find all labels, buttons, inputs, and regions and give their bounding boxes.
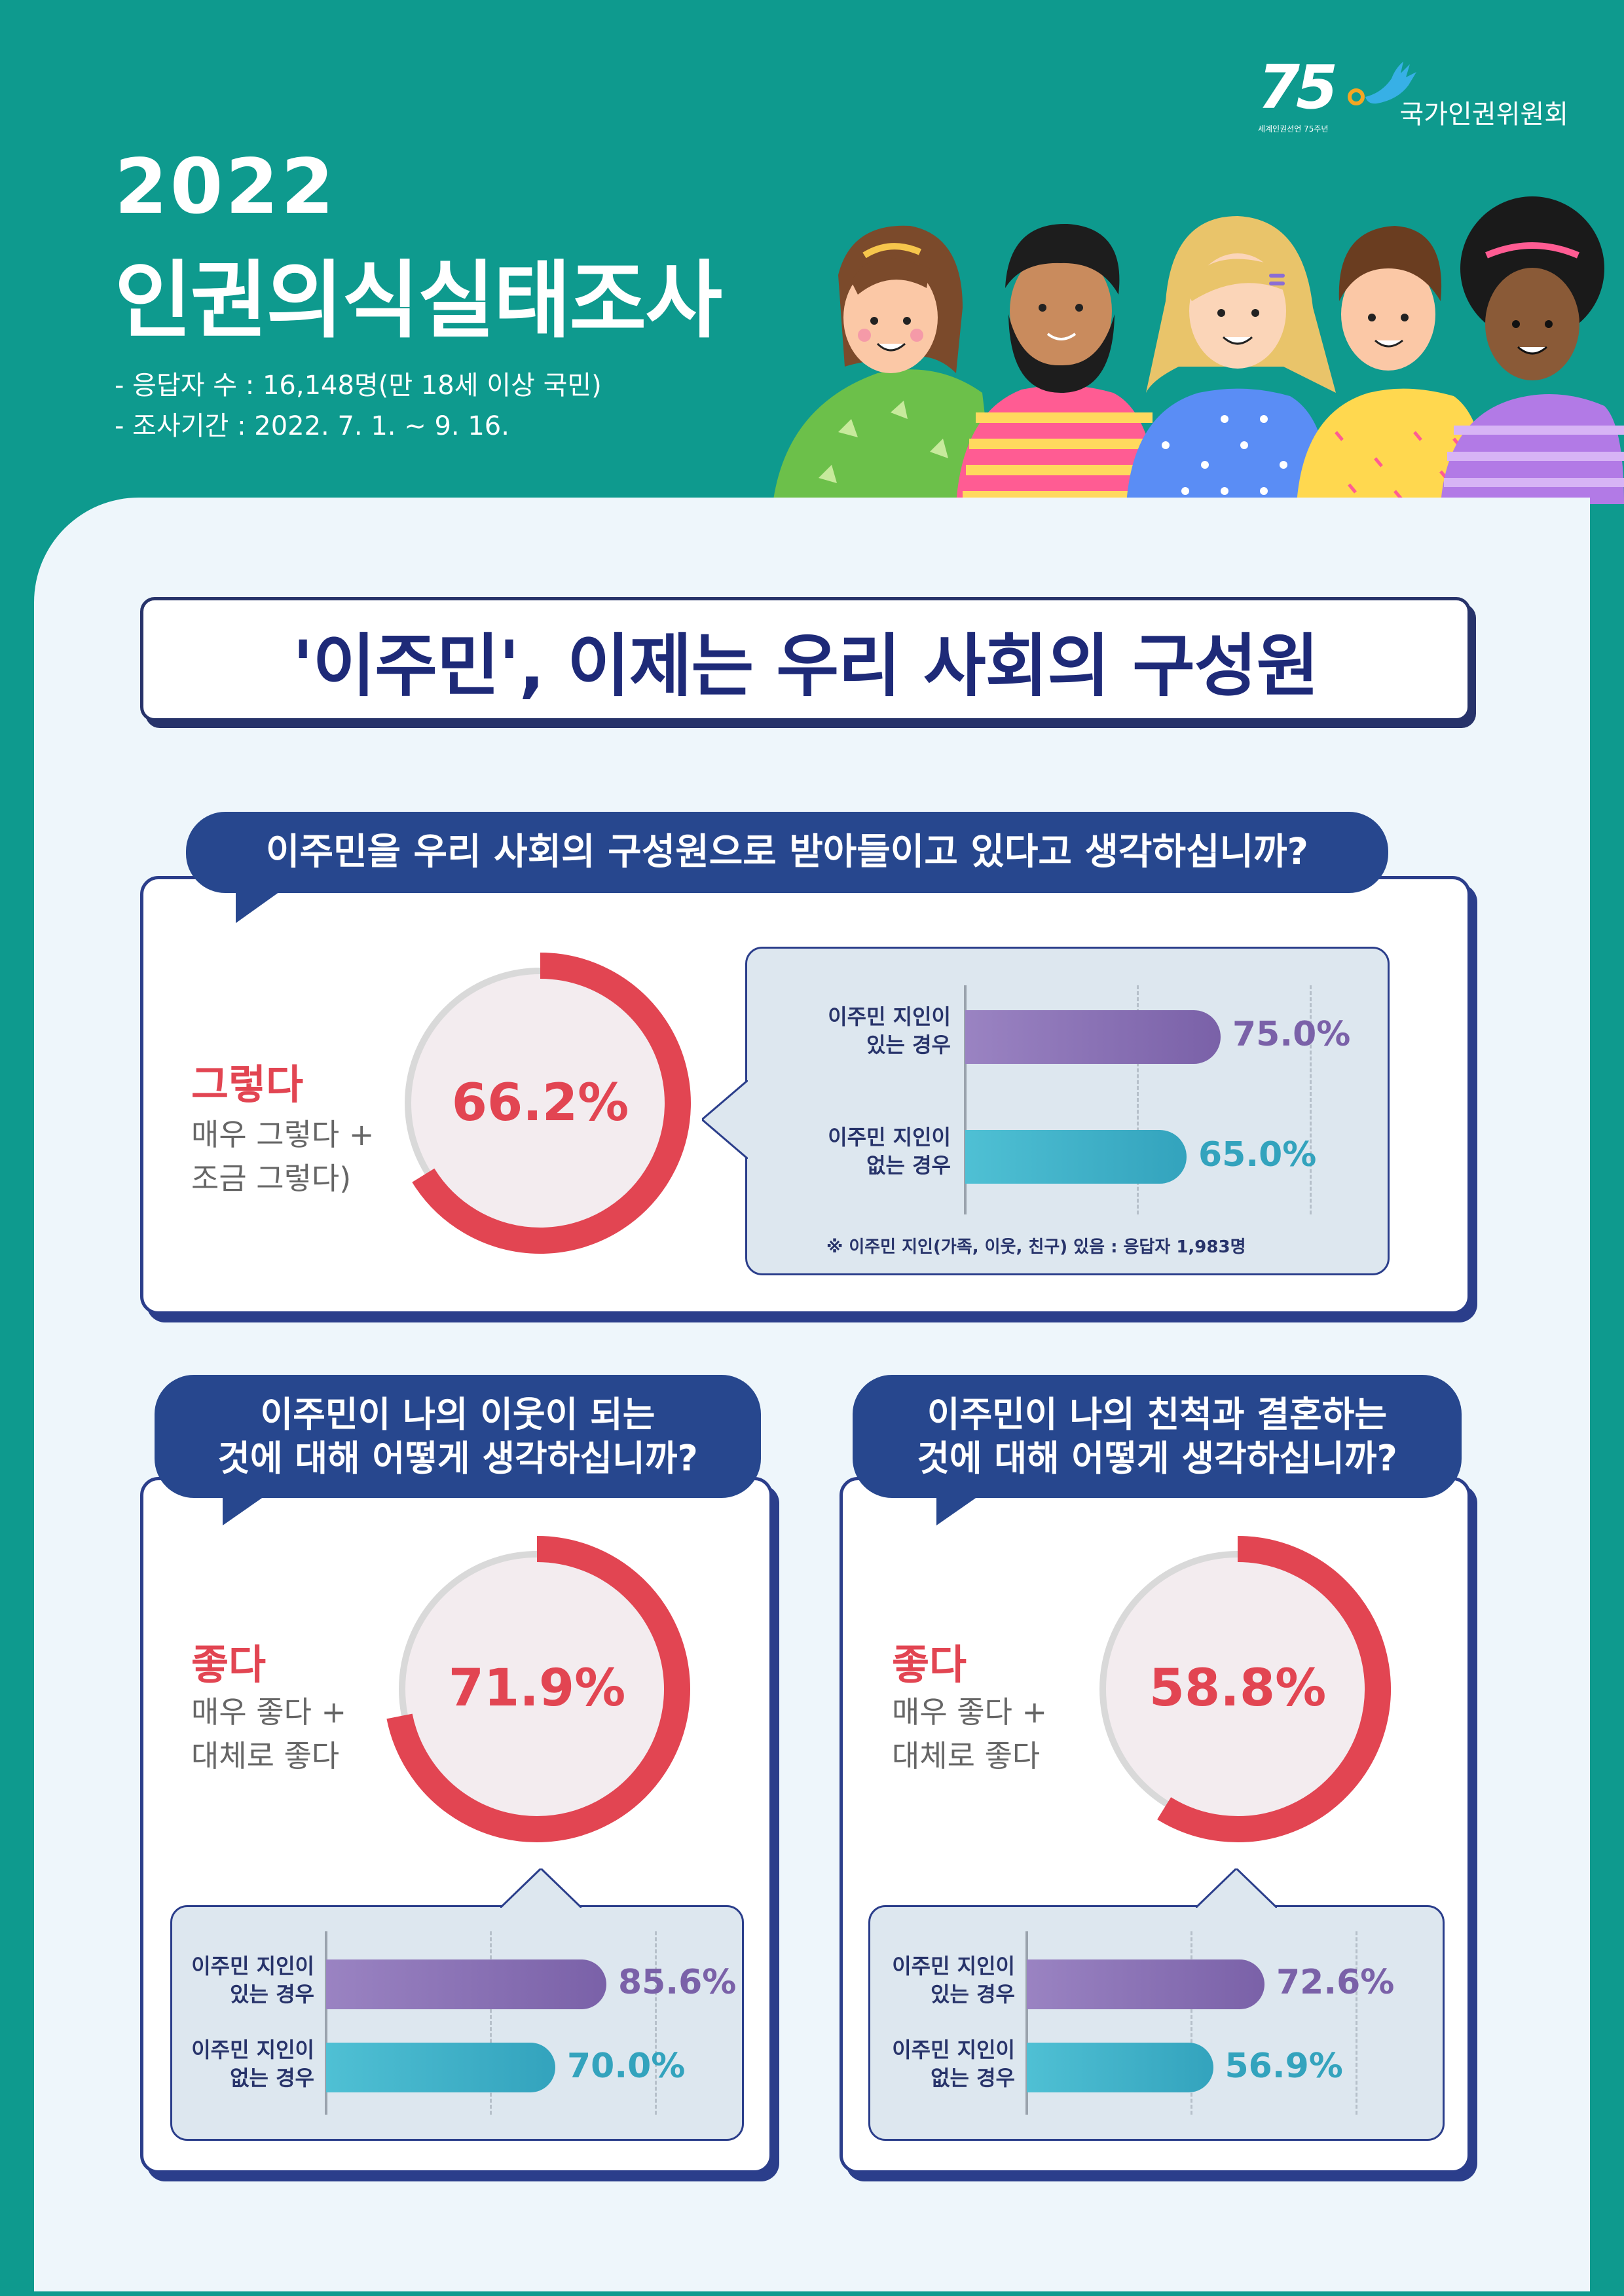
q3-bar-label-1: 이주민 지인이 있는 경우: [877, 1952, 1015, 2009]
people-illustration: [773, 196, 1624, 504]
question-1-text: 이주민을 우리 사회의 구성원으로 받아들이고 있다고 생각하십니까?: [265, 831, 1309, 873]
logo-75-caption: 세계인권선언 75주년: [1258, 124, 1329, 134]
q2-bar-label-2-line1: 이주민 지인이: [191, 2037, 314, 2062]
question-bubble-1: 이주민을 우리 사회의 구성원으로 받아들이고 있다고 생각하십니까?: [186, 812, 1388, 893]
survey-year: 2022: [115, 143, 337, 231]
q2-grid-line-1: [490, 1931, 492, 2115]
q3-answer: 좋다: [892, 1641, 967, 1688]
q1-percentage: 66.2%: [451, 1074, 629, 1133]
nhrc-logo: 국가인권위원회: [1346, 59, 1575, 137]
org-name: 국가인권위원회: [1399, 100, 1568, 130]
q3-bar-value-1: 72.6%: [1276, 1963, 1395, 2002]
q2-bar-box-pointer: [500, 1868, 581, 1908]
q2-bar-label-1-line2: 있는 경우: [230, 1982, 314, 2007]
person-green-icon: [773, 225, 995, 504]
q3-bar-label-2-line2: 없는 경우: [931, 2066, 1015, 2091]
q1-bar-label-2-line1: 이주민 지인이: [828, 1125, 951, 1150]
q1-bar-box-pointer: [702, 1080, 748, 1159]
q2-bar-with-acquaintance: [326, 1959, 606, 2009]
q2-percentage: 71.9%: [448, 1659, 626, 1718]
bubble-tail-1: [236, 890, 282, 923]
q1-bar-value-2: 65.0%: [1198, 1135, 1317, 1175]
q2-grid-line-2: [655, 1931, 657, 2115]
q1-bar-label-1: 이주민 지인이 있는 경우: [773, 1003, 951, 1059]
q1-answer-detail: 매우 그렇다 + 조금 그렇다): [191, 1113, 374, 1200]
logos: 75 세계인권선언 75주년 국가인권위원회: [1247, 52, 1575, 143]
q1-bar-without-acquaintance: [965, 1130, 1187, 1184]
q2-bar-label-1-line1: 이주민 지인이: [191, 1954, 314, 1978]
q3-bar-label-2: 이주민 지인이 없는 경우: [877, 2036, 1015, 2092]
q1-answer: 그렇다: [191, 1061, 304, 1108]
q1-bar-with-acquaintance: [965, 1010, 1221, 1064]
q2-answer: 좋다: [191, 1641, 267, 1688]
75th-anniversary-logo: 75 세계인권선언 75주년: [1254, 52, 1352, 143]
q3-bar-box: [868, 1905, 1445, 2141]
q2-bar-value-1: 85.6%: [618, 1963, 737, 2002]
q3-bar-axis: [1025, 1931, 1028, 2115]
main-banner: '이주민', 이제는 우리 사회의 구성원: [140, 597, 1471, 721]
q3-bar-label-1-line1: 이주민 지인이: [892, 1954, 1015, 1978]
q2-donut-arc: [386, 1536, 690, 1842]
question-bubble-3: 이주민이 나의 친척과 결혼하는 것에 대해 어떻게 생각하십니까?: [853, 1375, 1462, 1498]
q3-grid-line-2: [1356, 1931, 1357, 2115]
q3-grid-line-1: [1190, 1931, 1192, 2115]
q1-bar-label-2: 이주민 지인이 없는 경우: [773, 1123, 951, 1180]
q3-bar-label-1-line2: 있는 경우: [931, 1982, 1015, 2007]
q2-bar-label-1: 이주민 지인이 있는 경우: [177, 1952, 314, 2009]
person-purple-curly-icon: [1441, 196, 1624, 504]
question-2-line2: 것에 대해 어떻게 생각하십니까?: [217, 1438, 698, 1479]
q2-bar-value-2: 70.0%: [567, 2047, 686, 2086]
q3-bar-without-acquaintance: [1027, 2043, 1213, 2092]
q1-answer-detail-1: 매우 그렇다 +: [191, 1117, 375, 1152]
survey-period: - 조사기간 : 2022. 7. 1. ~ 9. 16.: [115, 411, 509, 441]
q2-answer-detail: 매우 좋다 + 대체로 좋다: [191, 1690, 346, 1777]
q3-bar-box-pointer: [1196, 1868, 1277, 1908]
q2-bar-label-2: 이주민 지인이 없는 경우: [177, 2036, 314, 2092]
q2-answer-detail-2: 대체로 좋다: [191, 1738, 340, 1774]
q3-donut-arc: [1157, 1536, 1391, 1842]
q3-donut-chart: 58.8%: [1080, 1532, 1395, 1846]
q1-footnote: ※ 이주민 지인(가족, 이웃, 친구) 있음 : 응답자 1,983명: [826, 1237, 1246, 1257]
q1-bar-axis: [964, 985, 967, 1214]
q2-answer-detail-1: 매우 좋다 +: [191, 1694, 347, 1730]
hand-bird-icon: [1348, 62, 1416, 105]
q3-answer-detail-2: 대체로 좋다: [892, 1738, 1041, 1774]
q1-bar-box: [745, 947, 1390, 1275]
respondents-info: - 응답자 수 : 16,148명(만 18세 이상 국민): [115, 371, 602, 401]
q3-answer-detail: 매우 좋다 + 대체로 좋다: [892, 1690, 1047, 1777]
q1-grid-line-1: [1137, 985, 1139, 1214]
q2-bar-axis: [325, 1931, 327, 2115]
question-bubble-2: 이주민이 나의 이웃이 되는 것에 대해 어떻게 생각하십니까?: [155, 1375, 761, 1498]
q1-bar-value-1: 75.0%: [1232, 1015, 1351, 1054]
q1-donut-arc: [412, 953, 691, 1254]
q1-bar-label-1-line2: 있는 경우: [866, 1032, 951, 1058]
q3-percentage: 58.8%: [1149, 1659, 1327, 1718]
question-3-line1: 이주민이 나의 친척과 결혼하는: [927, 1393, 1388, 1435]
q3-answer-detail-1: 매우 좋다 +: [892, 1694, 1048, 1730]
q3-bar-with-acquaintance: [1027, 1959, 1264, 2009]
person-pink-stripes-icon: [956, 223, 1159, 504]
q2-bar-without-acquaintance: [326, 2043, 555, 2092]
question-2-line1: 이주민이 나의 이웃이 되는: [260, 1393, 655, 1435]
bubble-tail-2: [223, 1495, 266, 1525]
page-title: 인권의식실태조사: [115, 252, 722, 350]
q2-bar-box: [170, 1905, 744, 2141]
q1-answer-detail-2: 조금 그렇다): [191, 1160, 352, 1196]
q2-bar-label-2-line2: 없는 경우: [230, 2066, 314, 2091]
q1-bar-label-2-line2: 없는 경우: [866, 1153, 951, 1178]
q3-bar-label-2-line1: 이주민 지인이: [892, 2037, 1015, 2062]
person-blonde-icon: [1126, 216, 1336, 504]
bubble-tail-3: [936, 1495, 980, 1525]
question-3-line2: 것에 대해 어떻게 생각하십니까?: [917, 1438, 1397, 1479]
person-yellow-icon: [1297, 226, 1486, 504]
q3-bar-value-2: 56.9%: [1225, 2047, 1343, 2086]
q1-bar-label-1-line1: 이주민 지인이: [828, 1004, 951, 1029]
q2-donut-chart: 71.9%: [380, 1532, 694, 1846]
banner-title: '이주민', 이제는 우리 사회의 구성원: [292, 625, 1320, 706]
q1-donut-chart: 66.2%: [386, 949, 694, 1257]
logo-75-number: 75: [1258, 52, 1338, 122]
q1-grid-line-2: [1310, 985, 1312, 1214]
